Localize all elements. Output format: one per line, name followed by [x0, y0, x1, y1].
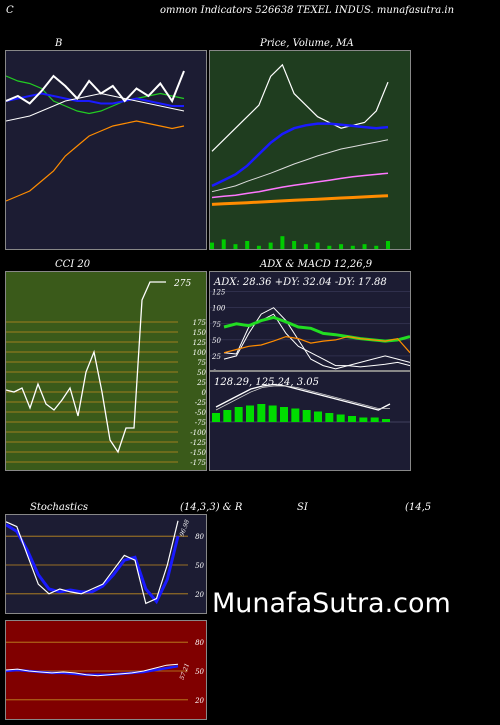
adx-tick-label: 100: [212, 305, 226, 313]
cci-annotation: 275: [173, 279, 191, 289]
macd-histogram-bar: [370, 417, 379, 422]
stoch-params: (14,3,3) & R: [180, 502, 243, 513]
volume-bar: [233, 244, 238, 249]
macd-histogram-bar: [325, 413, 334, 422]
price-series-line: [211, 194, 389, 206]
volume-bar: [221, 239, 226, 249]
stochastics-tick-label: 50: [195, 562, 204, 570]
volume-bar: [292, 241, 297, 249]
macd-histogram-bar: [246, 405, 254, 422]
volume-bar: [315, 242, 320, 249]
macd-histogram-bar: [359, 417, 368, 422]
rsi-tick-label: 20: [194, 697, 204, 705]
bollinger-chart: [5, 50, 207, 250]
volume-bar: [280, 236, 285, 249]
volume-bar: [339, 244, 344, 249]
cci-tick-label: 0: [202, 389, 207, 397]
macd-chart: 128.29, 125.24, 3.05: [209, 371, 411, 471]
cci-tick-label: 50: [197, 369, 206, 377]
adx-tick-label: 125: [212, 289, 226, 297]
macd-histogram-bar: [280, 407, 288, 422]
price-title: Price, Volume, MA: [260, 38, 354, 49]
cci-tick-label: -25: [195, 399, 207, 407]
bollinger-series-line: [6, 92, 185, 122]
macd-histogram-bar: [314, 411, 322, 422]
cci-tick-label: 175: [193, 319, 207, 327]
macd-histogram-bar: [212, 413, 220, 422]
header-title: ommon Indicators 526638 TEXEL INDUS. mun…: [160, 5, 455, 16]
cci-tick-label: -50: [195, 409, 207, 417]
bollinger-series-line: [6, 70, 185, 105]
adx-tick-label: 25: [211, 353, 221, 361]
price-series-line: [211, 139, 389, 193]
adx-tick-label: 0: [212, 369, 217, 371]
cci-tick-label: -75: [195, 419, 207, 427]
rsi-params: (14,5: [405, 502, 432, 513]
macd-histogram-bar: [382, 419, 390, 422]
rsi-tick-label: 50: [195, 668, 204, 676]
macd-histogram-bar: [291, 408, 300, 422]
rsi-fast-line: [6, 663, 179, 677]
cci-title: CCI 20: [55, 259, 91, 270]
stochastics-tick-label: 80: [195, 533, 204, 541]
cci-tick-label: 125: [193, 339, 207, 347]
volume-bar: [386, 241, 390, 249]
macd-line: [215, 383, 391, 411]
bollinger-series-line: [6, 92, 184, 107]
price-chart: [209, 50, 411, 250]
cci-tick-label: -150: [190, 449, 206, 457]
cci-tick-label: -125: [190, 439, 206, 447]
macd-histogram-bar: [348, 416, 356, 422]
price-series-line: [211, 122, 389, 188]
volume-bar: [268, 242, 273, 249]
rsi-tick-label: 80: [195, 639, 204, 647]
volume-bar: [303, 244, 308, 249]
macd-histogram-bar: [336, 414, 345, 422]
volume-bar: [350, 245, 355, 249]
macd-histogram-bar: [268, 405, 277, 422]
watermark: MunafaSutra.com: [212, 588, 451, 619]
cci-tick-label: 25: [196, 379, 206, 387]
cci-tick-label: 100: [193, 349, 207, 357]
macd-label: 128.29, 125.24, 3.05: [214, 377, 319, 388]
header-left-letter: C: [6, 5, 14, 16]
stoch-title: Stochastics: [30, 502, 88, 513]
adx-tick-label: 50: [212, 337, 221, 345]
bollinger-series-line: [6, 75, 185, 115]
bollinger-series-line: [6, 120, 185, 202]
bollinger-title: B: [55, 38, 63, 49]
macd-histogram-bar: [302, 410, 311, 422]
cci-line: [6, 281, 166, 454]
volume-bar: [256, 245, 261, 249]
macd-histogram-bar: [223, 410, 232, 422]
macd-signal-line: [215, 385, 390, 411]
volume-bar: [362, 244, 367, 249]
cci-tick-label: 150: [193, 329, 207, 337]
volume-bar: [210, 242, 214, 249]
adx-label: ADX: 28.36 +DY: 32.04 -DY: 17.88: [213, 277, 387, 288]
cci-tick-label: -100: [190, 429, 206, 437]
macd-histogram-bar: [257, 404, 266, 422]
volume-bar: [327, 245, 332, 249]
rsi-title: SI: [297, 502, 308, 513]
cci-tick-label: -175: [190, 459, 206, 467]
stochastics-tick-label: 20: [194, 591, 204, 599]
volume-bar: [245, 241, 250, 249]
stochastics-fast-line: [6, 520, 179, 605]
adx-series-line: [223, 335, 410, 354]
adx-chart: 125 100 75 50 25 0 ADX: 28.36 +DY: 32.04 -DY:…: [209, 271, 411, 371]
cci-chart: 175 150 125 100 75 50 25 0 -25 -50 -75 -100 -125 -150…: [5, 271, 207, 471]
price-series-line: [211, 63, 389, 152]
price-series-line: [211, 172, 389, 199]
macd-histogram-bar: [234, 407, 243, 422]
cci-tick-label: 75: [197, 359, 206, 367]
adx-tick-label: 75: [212, 321, 221, 329]
stochastics-slow-line: [6, 523, 180, 605]
volume-bar: [374, 245, 379, 249]
adx-title: ADX & MACD 12,26,9: [260, 259, 373, 270]
